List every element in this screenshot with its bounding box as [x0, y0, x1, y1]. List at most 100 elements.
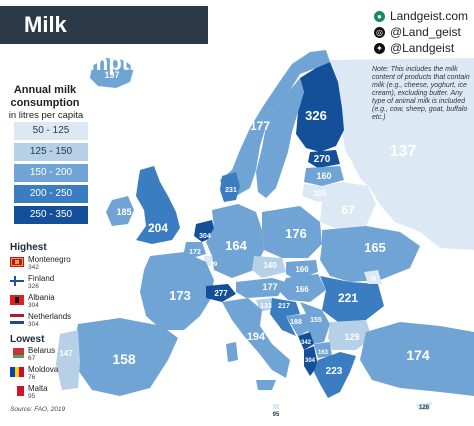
- legend-subtitle: in litres per capita: [8, 110, 84, 121]
- ranking-entry: Belarus 67: [10, 347, 55, 363]
- label-moldova: 76: [370, 277, 377, 283]
- label-albania: 304: [305, 358, 316, 364]
- label-italy: 194: [247, 331, 266, 343]
- label-north-macedonia: 163: [318, 350, 329, 356]
- country-italy-sardinia: [226, 342, 238, 362]
- country-finland: [296, 62, 344, 152]
- country-hungary: [280, 274, 326, 302]
- country-name: Finland: [28, 274, 55, 283]
- malta-flag-icon: [10, 386, 24, 396]
- country-value: 304: [28, 321, 39, 328]
- label-slovakia: 166: [295, 265, 309, 274]
- label-romania: 221: [338, 291, 358, 305]
- label-norway: 161: [220, 137, 240, 151]
- finland-flag-icon: [10, 276, 24, 286]
- ranking-entry: Finland 326: [10, 275, 54, 291]
- country-value: 342: [28, 264, 39, 271]
- country-turkey: [360, 322, 474, 396]
- brand-site[interactable]: ● Landgeist.com: [373, 8, 468, 24]
- page-title: Milk consumption: [0, 6, 208, 75]
- moldova-flag-icon: [10, 367, 24, 377]
- country-serbia: [300, 302, 330, 344]
- country-romania: [320, 276, 384, 322]
- country-value: 67: [28, 355, 36, 362]
- country-iceland: [90, 58, 134, 88]
- country-czechia: [252, 256, 286, 278]
- source-text: Source: FAO, 2019: [10, 406, 66, 413]
- brand-twitter-text: @Landgeist: [389, 41, 455, 55]
- country-value: 76: [28, 374, 36, 381]
- label-uk: 204: [148, 221, 168, 235]
- label-bulgaria: 129: [344, 332, 359, 342]
- legend-swatch: 250 - 350: [14, 206, 88, 224]
- netherlands-flag-icon: [10, 314, 24, 324]
- country-cyprus: [416, 402, 432, 410]
- label-germany: 164: [225, 238, 247, 253]
- country-italy: [222, 298, 290, 378]
- label-spain: 158: [112, 351, 136, 367]
- montenegro-flag-icon: [10, 257, 24, 267]
- brand-instagram-text: @Land_geist: [389, 25, 461, 39]
- legend-title: Annual milk consumption: [10, 84, 80, 109]
- label-croatia: 217: [278, 303, 290, 310]
- country-ireland: [106, 196, 134, 226]
- country-uk: [136, 166, 180, 244]
- country-north-macedonia: [314, 342, 332, 358]
- country-name: Albania: [28, 293, 55, 302]
- ranking-entry: Montenegro 342: [10, 256, 71, 272]
- country-ukraine: [320, 226, 420, 282]
- albania-flag-icon: [10, 295, 24, 305]
- country-bosnia: [286, 314, 310, 336]
- lowest-heading: Lowest: [10, 334, 45, 345]
- label-finland: 326: [305, 108, 327, 123]
- twitter-icon: ✦: [373, 42, 385, 54]
- label-belarus: 67: [341, 203, 355, 217]
- label-latvia: 160: [316, 171, 331, 181]
- country-norway: [220, 50, 330, 196]
- label-portugal: 147: [59, 349, 73, 358]
- label-estonia: 270: [314, 154, 331, 165]
- branding: ● Landgeist.com ◎ @Land_geist ✦ @Landgei…: [373, 8, 468, 56]
- ranking-entry: Malta 95: [10, 385, 48, 401]
- label-russia: 137: [390, 143, 417, 160]
- country-germany: [206, 204, 264, 278]
- label-montenegro: 342: [301, 340, 312, 346]
- label-ukraine: 165: [364, 240, 386, 255]
- country-slovakia: [286, 260, 318, 280]
- country-belarus: [320, 182, 376, 230]
- label-iceland: 197: [104, 70, 119, 80]
- label-lithuania: 105: [313, 189, 327, 198]
- label-malta: 95: [273, 412, 280, 418]
- country-russia: [330, 58, 474, 250]
- ranking-entry: Moldova 76: [10, 366, 58, 382]
- country-latvia: [304, 166, 344, 186]
- country-sweden: [256, 78, 304, 198]
- country-greece: [314, 352, 356, 398]
- globe-icon: ●: [373, 10, 385, 22]
- legend-swatch: 50 - 125: [14, 122, 88, 140]
- label-hungary: 166: [295, 285, 309, 294]
- label-slovenia: 133: [260, 303, 272, 310]
- country-name: Moldova: [28, 365, 59, 374]
- country-bulgaria: [328, 320, 372, 350]
- country-malta: [273, 404, 279, 409]
- legend-swatch: 125 - 150: [14, 143, 88, 161]
- label-belgium: 172: [189, 249, 201, 256]
- country-belgium: [184, 242, 206, 258]
- country-moldova: [364, 270, 382, 284]
- country-estonia: [308, 150, 340, 168]
- country-name: Netherlands: [28, 312, 72, 321]
- country-albania: [304, 346, 318, 376]
- brand-instagram[interactable]: ◎ @Land_geist: [373, 24, 468, 40]
- label-france: 173: [169, 288, 191, 303]
- label-netherlands: 304: [199, 233, 211, 240]
- country-poland: [262, 206, 322, 258]
- label-bosnia: 188: [290, 319, 302, 326]
- ranking-entry: Albania 304: [10, 294, 55, 310]
- label-turkey: 174: [406, 347, 430, 363]
- country-switzerland: [206, 284, 236, 302]
- label-poland: 176: [285, 226, 307, 241]
- brand-twitter[interactable]: ✦ @Landgeist: [373, 40, 468, 56]
- legend-swatch: 200 - 250: [14, 185, 88, 203]
